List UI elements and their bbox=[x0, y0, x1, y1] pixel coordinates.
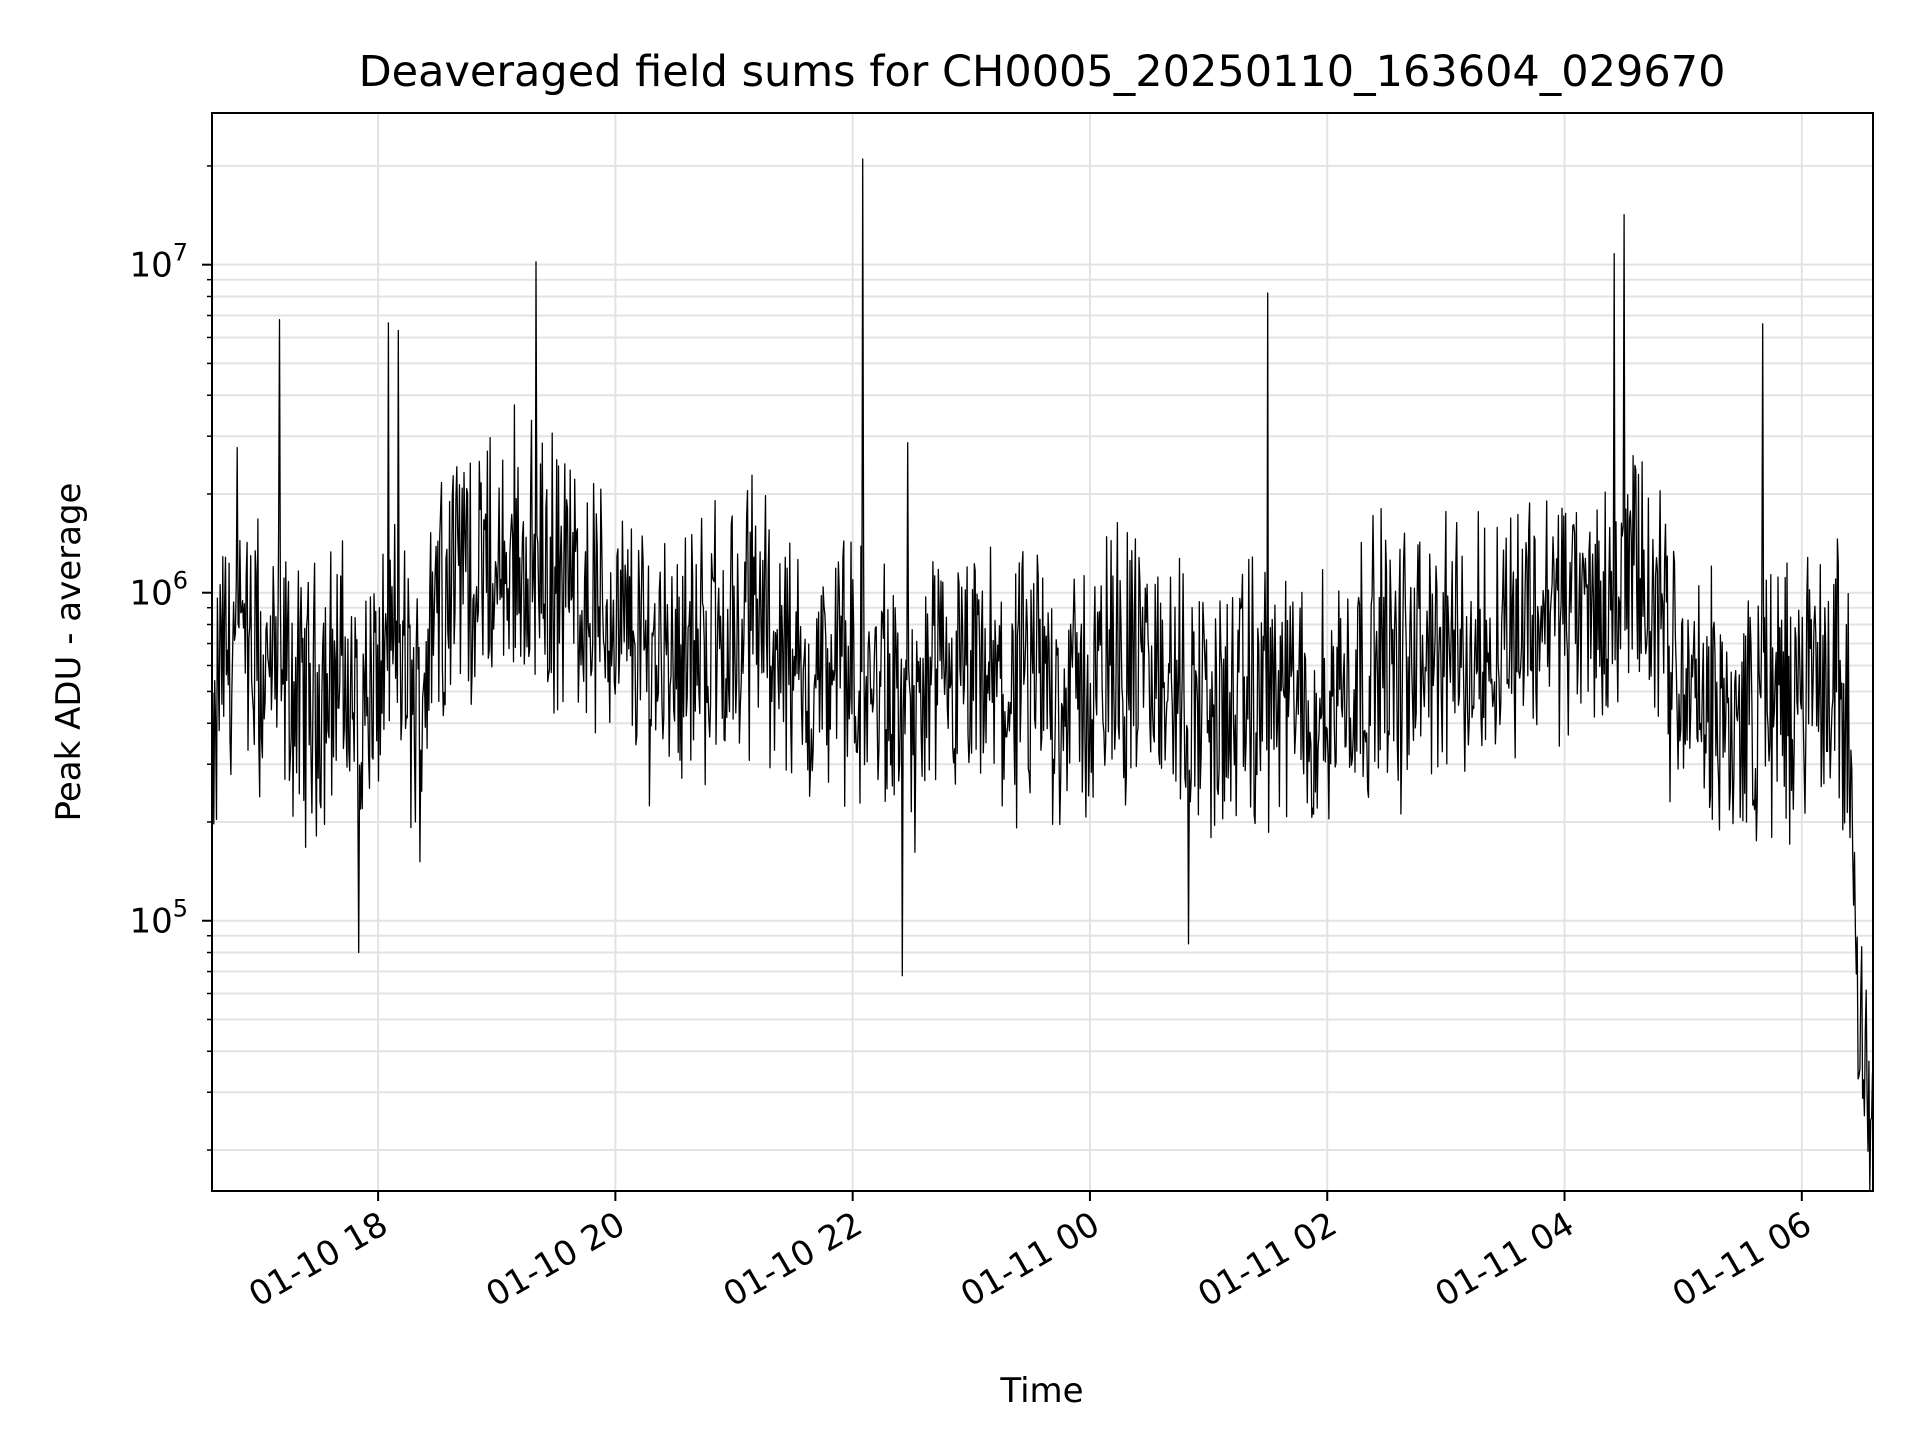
y-axis-label: Peak ADU - average bbox=[49, 483, 89, 822]
y-tick-label: 107 bbox=[129, 239, 188, 286]
y-tick-exponent: 5 bbox=[173, 895, 188, 923]
y-tick-base: 10 bbox=[129, 902, 172, 942]
series-group bbox=[211, 158, 1874, 1192]
series-line bbox=[211, 158, 1874, 1192]
chart-title: Deaveraged field sums for CH0005_2025011… bbox=[359, 47, 1726, 97]
y-tick-base: 10 bbox=[129, 246, 172, 286]
y-tick-exponent: 7 bbox=[173, 239, 188, 267]
y-tick-exponent: 6 bbox=[173, 567, 188, 595]
y-tick-label: 105 bbox=[129, 895, 188, 942]
x-axis-label: Time bbox=[999, 1371, 1083, 1411]
y-tick-label: 106 bbox=[129, 567, 188, 614]
y-tick-base: 10 bbox=[129, 574, 172, 614]
plot-frame bbox=[211, 112, 1874, 1192]
